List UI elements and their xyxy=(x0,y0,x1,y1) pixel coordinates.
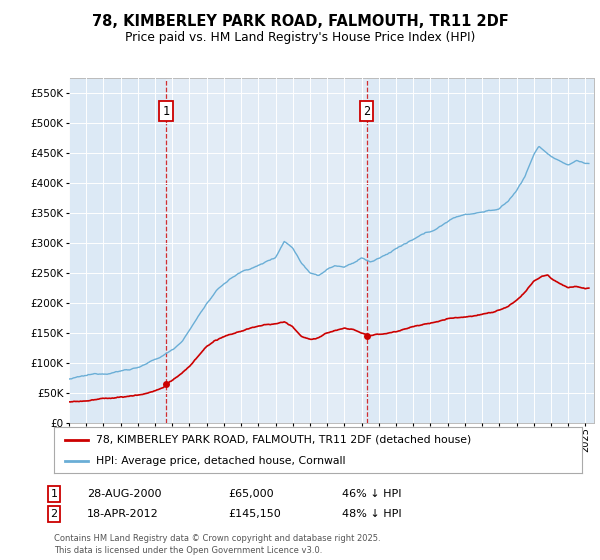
Text: 2: 2 xyxy=(363,105,370,118)
Text: Price paid vs. HM Land Registry's House Price Index (HPI): Price paid vs. HM Land Registry's House … xyxy=(125,31,475,44)
Text: 78, KIMBERLEY PARK ROAD, FALMOUTH, TR11 2DF (detached house): 78, KIMBERLEY PARK ROAD, FALMOUTH, TR11 … xyxy=(96,435,472,445)
Text: 18-APR-2012: 18-APR-2012 xyxy=(87,509,159,519)
Text: 48% ↓ HPI: 48% ↓ HPI xyxy=(342,509,401,519)
Text: Contains HM Land Registry data © Crown copyright and database right 2025.
This d: Contains HM Land Registry data © Crown c… xyxy=(54,534,380,555)
Text: HPI: Average price, detached house, Cornwall: HPI: Average price, detached house, Corn… xyxy=(96,456,346,466)
Text: £145,150: £145,150 xyxy=(228,509,281,519)
Text: 1: 1 xyxy=(163,105,170,118)
Text: 28-AUG-2000: 28-AUG-2000 xyxy=(87,489,161,499)
Text: 78, KIMBERLEY PARK ROAD, FALMOUTH, TR11 2DF: 78, KIMBERLEY PARK ROAD, FALMOUTH, TR11 … xyxy=(92,14,508,29)
Text: 2: 2 xyxy=(50,509,58,519)
Text: 46% ↓ HPI: 46% ↓ HPI xyxy=(342,489,401,499)
Text: £65,000: £65,000 xyxy=(228,489,274,499)
Text: 1: 1 xyxy=(50,489,58,499)
Bar xyxy=(166,78,367,423)
